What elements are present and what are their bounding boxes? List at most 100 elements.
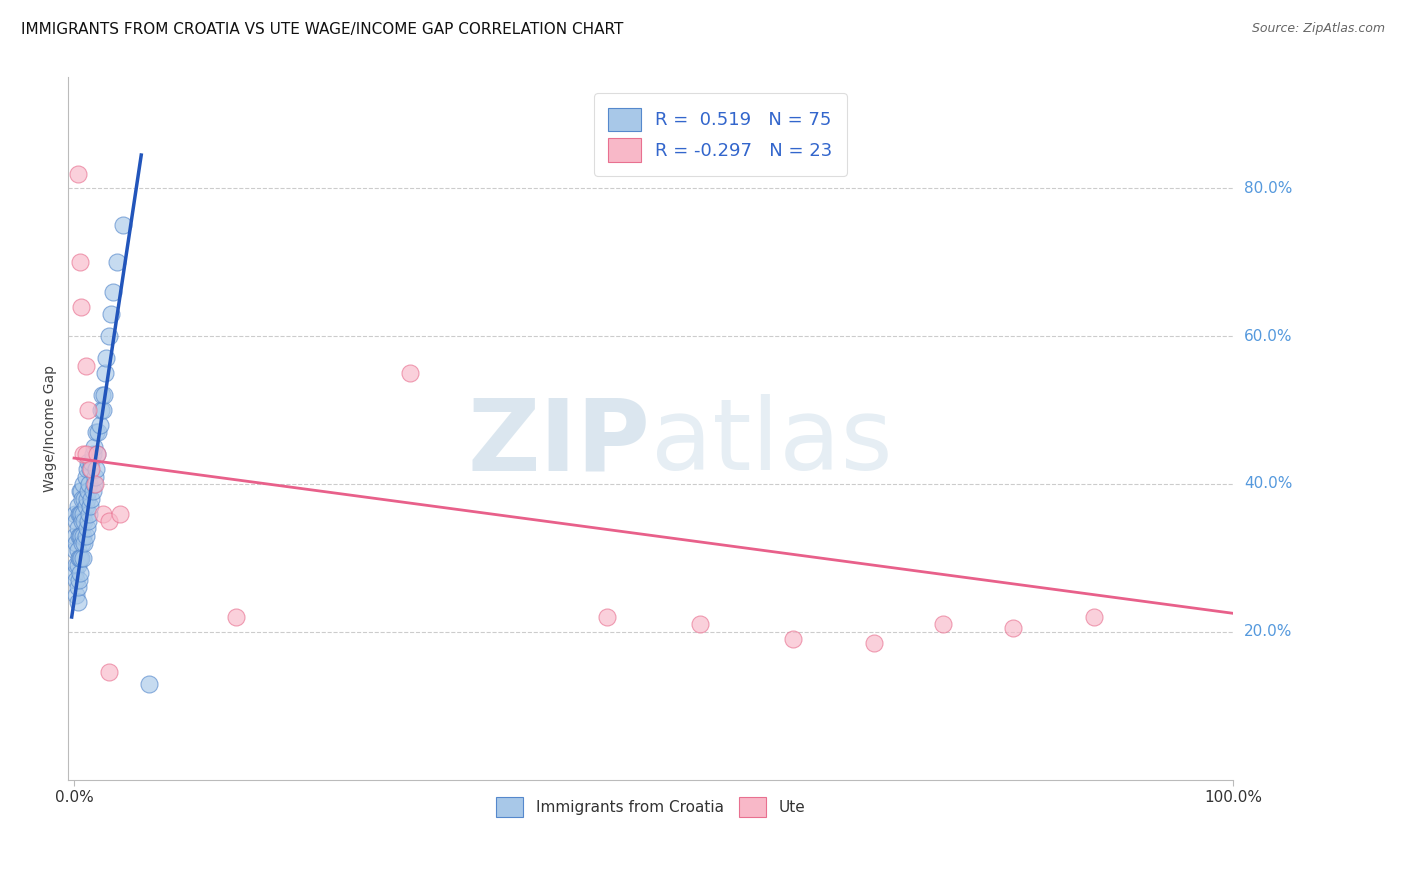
Point (1083, 610, 1105, 624)
Text: 20.0%: 20.0% (1244, 624, 1292, 640)
Point (82, 484, 104, 499)
Point (72, 477, 94, 491)
Point (75, 359, 97, 373)
Point (84, 462, 107, 476)
Point (94, 366, 117, 380)
Point (80, 455, 103, 469)
Point (66, 581, 89, 595)
Point (79, 499, 101, 513)
Point (63, 529, 86, 543)
Point (138, 676, 160, 690)
Legend: Immigrants from Croatia, Ute: Immigrants from Croatia, Ute (488, 789, 813, 824)
Text: Source: ZipAtlas.com: Source: ZipAtlas.com (1251, 22, 1385, 36)
Point (76, 462, 98, 476)
Text: atlas: atlas (651, 394, 893, 491)
Point (77, 403, 100, 417)
Point (69, 484, 91, 499)
Text: 60.0%: 60.0% (1244, 328, 1292, 343)
Point (77, 507, 100, 521)
Y-axis label: Wage/Income Gap: Wage/Income Gap (44, 365, 58, 492)
Point (1001, 621, 1024, 635)
Point (86, 447, 108, 461)
Point (72, 529, 94, 543)
Point (63, 507, 86, 521)
Point (77, 455, 100, 469)
Point (90, 403, 112, 417)
Point (63, 543, 86, 558)
Point (96, 351, 118, 366)
Point (93, 388, 115, 402)
Point (69, 255, 91, 269)
Point (82, 447, 104, 461)
Point (70, 529, 93, 543)
Point (70, 507, 93, 521)
Point (63, 566, 86, 580)
Point (66, 543, 89, 558)
Point (862, 636, 884, 650)
Point (69, 566, 91, 580)
Point (97, 665, 120, 680)
Point (79, 462, 101, 476)
Point (65, 514, 87, 528)
Point (689, 617, 711, 632)
Point (67, 550, 90, 565)
Point (86, 447, 108, 461)
Point (72, 447, 94, 461)
Point (70, 484, 93, 499)
Point (76, 491, 98, 506)
Text: ZIP: ZIP (468, 394, 651, 491)
Point (70, 300, 93, 314)
Point (90, 388, 112, 402)
Point (80, 462, 103, 476)
Point (97, 329, 120, 343)
Point (69, 550, 91, 565)
Point (65, 558, 87, 573)
Point (83, 477, 105, 491)
Point (782, 632, 804, 647)
Point (105, 255, 128, 269)
Point (70, 491, 93, 506)
Point (70, 550, 93, 565)
Point (77, 514, 100, 528)
Point (73, 491, 96, 506)
Point (73, 514, 96, 528)
Point (75, 499, 97, 513)
Point (70, 514, 93, 528)
Point (111, 219, 134, 233)
Point (91, 507, 114, 521)
Text: 40.0%: 40.0% (1244, 476, 1292, 491)
Point (67, 507, 90, 521)
Text: 80.0%: 80.0% (1244, 181, 1292, 196)
Point (66, 499, 89, 513)
Point (225, 610, 247, 624)
Point (80, 491, 103, 506)
Point (84, 425, 107, 440)
Point (66, 167, 89, 181)
Point (91, 403, 114, 417)
Point (75, 469, 97, 483)
Point (596, 610, 619, 624)
Point (399, 366, 422, 380)
Point (65, 536, 87, 550)
Point (75, 529, 97, 543)
Point (100, 307, 122, 321)
Point (89, 417, 111, 432)
Point (83, 477, 105, 491)
Point (83, 469, 105, 483)
Point (72, 507, 94, 521)
Point (67, 529, 90, 543)
Point (65, 588, 87, 602)
Point (73, 536, 96, 550)
Point (103, 285, 125, 299)
Point (77, 484, 100, 499)
Point (932, 617, 955, 632)
Point (66, 521, 89, 535)
Point (75, 447, 97, 461)
Point (67, 573, 90, 587)
Point (72, 550, 94, 565)
Point (65, 573, 87, 587)
Point (70, 536, 93, 550)
Point (83, 440, 105, 454)
Point (87, 425, 110, 440)
Point (77, 477, 100, 491)
